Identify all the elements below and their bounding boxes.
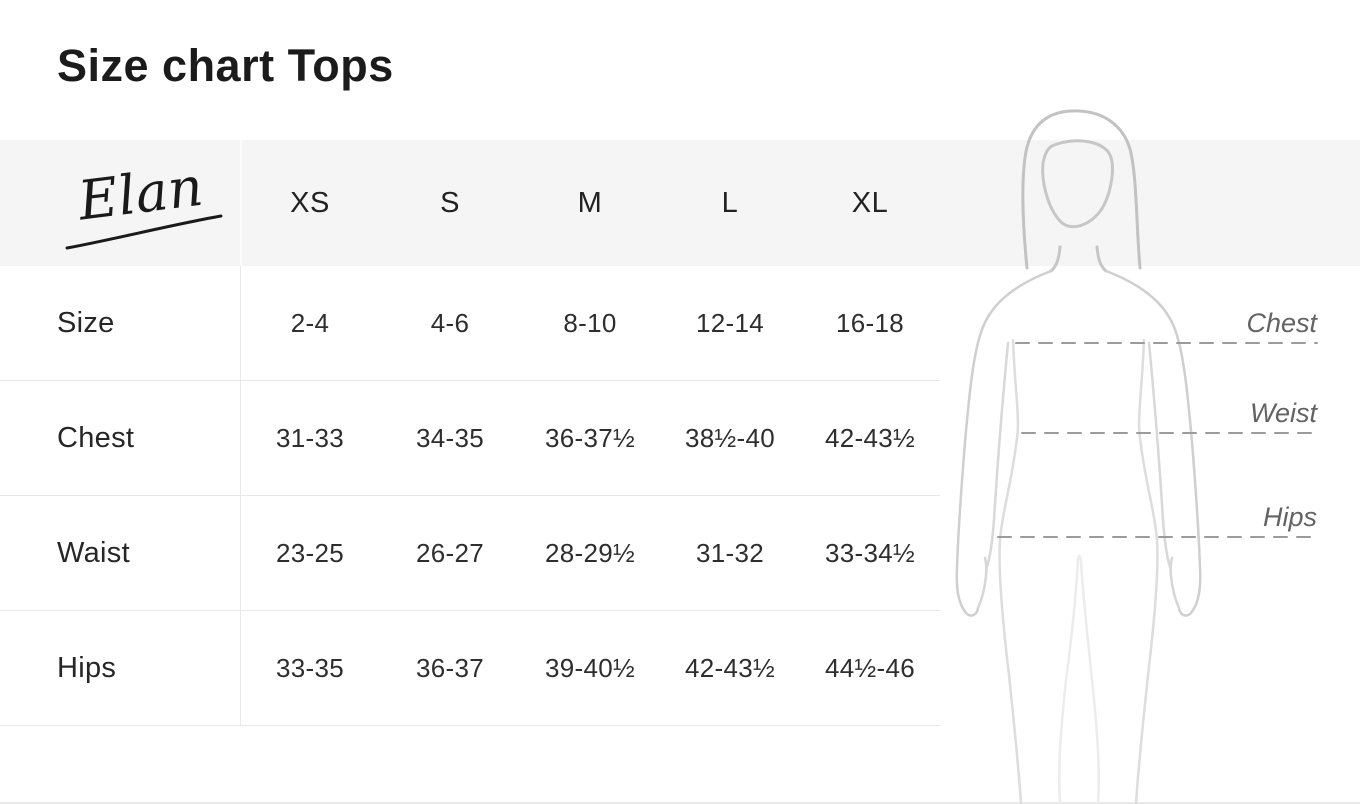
table-cell: 26-27 [416, 537, 484, 568]
table-cell: 31-33 [276, 422, 344, 453]
female-silhouette-icon: Chest Weist Hips [955, 109, 1319, 804]
table-column-divider [240, 140, 242, 266]
body-measurement-figure: Chest Weist Hips [950, 100, 1360, 804]
column-header-xl: XL [851, 186, 889, 219]
table-row-chest: Chest 31-33 34-35 36-37½ 38½-40 42-43½ [0, 381, 940, 496]
row-label-hips: Hips [57, 651, 117, 684]
table-cell: 12-14 [696, 307, 764, 338]
table-cell: 31-32 [696, 537, 764, 568]
table-cell: 4-6 [430, 307, 470, 338]
table-cell: 36-37 [416, 652, 484, 683]
table-row-hips: Hips 33-35 36-37 39-40½ 42-43½ 44½-46 [0, 611, 940, 726]
table-row-waist: Waist 23-25 26-27 28-29½ 31-32 33-34½ [0, 496, 940, 611]
brand-logo-signature: Elan [65, 155, 222, 250]
table-cell: 33-34½ [825, 537, 915, 568]
brand-logo-underline [65, 214, 222, 250]
table-cell: 33-35 [276, 652, 344, 683]
table-row-size: Size 2-4 4-6 8-10 12-14 16-18 [0, 266, 940, 381]
chest-measure-label: Chest [1246, 308, 1318, 338]
table-cell: 38½-40 [685, 422, 775, 453]
row-label-chest: Chest [57, 421, 135, 454]
page-title: Size chart Tops [57, 40, 394, 91]
waist-measure-label: Weist [1250, 398, 1319, 428]
table-cell: 42-43½ [825, 422, 915, 453]
brand-logo: Elan [0, 140, 240, 266]
table-cell: 16-18 [836, 307, 904, 338]
table-cell: 2-4 [290, 307, 330, 338]
table-cell: 44½-46 [825, 652, 915, 683]
table-cell: 8-10 [563, 307, 617, 338]
row-label-size: Size [57, 306, 115, 339]
table-cell: 42-43½ [685, 652, 775, 683]
column-header-s: S [440, 186, 460, 219]
column-header-xs: XS [290, 186, 330, 219]
table-cell: 28-29½ [545, 537, 635, 568]
column-header-l: L [721, 186, 739, 219]
size-table: Elan XS S M L XL Size 2-4 4-6 8-10 12-14… [0, 140, 940, 726]
row-label-waist: Waist [57, 536, 130, 569]
table-cell: 39-40½ [545, 652, 635, 683]
table-cell: 36-37½ [545, 422, 635, 453]
table-cell: 23-25 [276, 537, 344, 568]
hips-measure-label: Hips [1263, 502, 1317, 532]
table-header-row: Elan XS S M L XL [0, 140, 940, 266]
table-cell: 34-35 [416, 422, 484, 453]
column-header-m: M [577, 186, 603, 219]
brand-logo-text: Elan [73, 155, 206, 233]
